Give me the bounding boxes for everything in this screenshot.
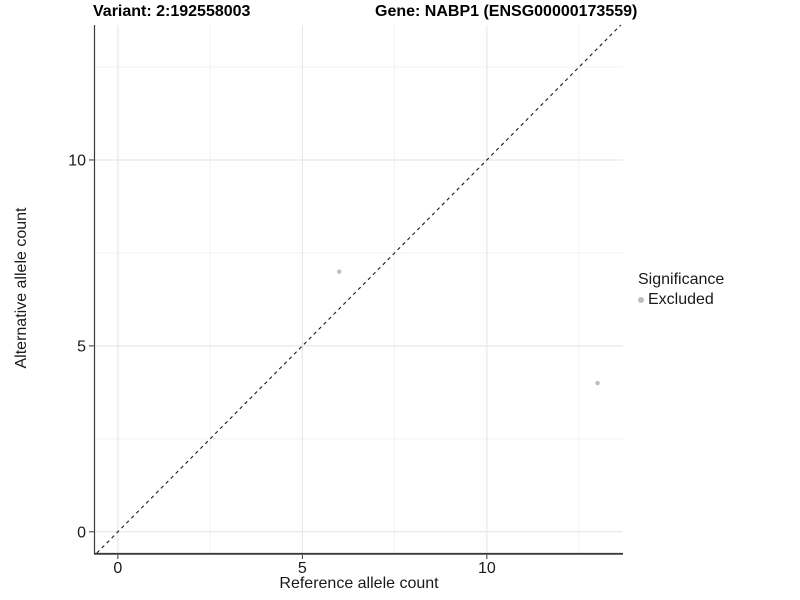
x-tick-label: 5	[298, 560, 307, 577]
y-tick-label: 5	[77, 338, 86, 355]
legend-item-label: Excluded	[648, 291, 714, 308]
x-tick-label: 10	[478, 560, 496, 577]
data-point	[337, 269, 342, 274]
plot-title-gene: Gene: NABP1 (ENSG00000173559)	[375, 3, 638, 20]
plot-title-variant: Variant: 2:192558003	[93, 3, 251, 20]
data-point	[595, 380, 600, 386]
legend-item-excluded: Excluded	[638, 291, 724, 309]
y-tick-label: 0	[77, 524, 86, 541]
legend-title: Significance	[638, 271, 725, 288]
legend-marker-dot-icon	[638, 297, 644, 303]
identity-dashed-line	[96, 24, 622, 554]
x-axis-title: Reference allele count	[279, 575, 439, 592]
x-tick-label: 0	[113, 560, 122, 577]
y-axis-title: Alternative allele count	[13, 207, 30, 369]
y-tick-label: 10	[68, 152, 86, 169]
legend: Significance Excluded	[638, 271, 724, 309]
